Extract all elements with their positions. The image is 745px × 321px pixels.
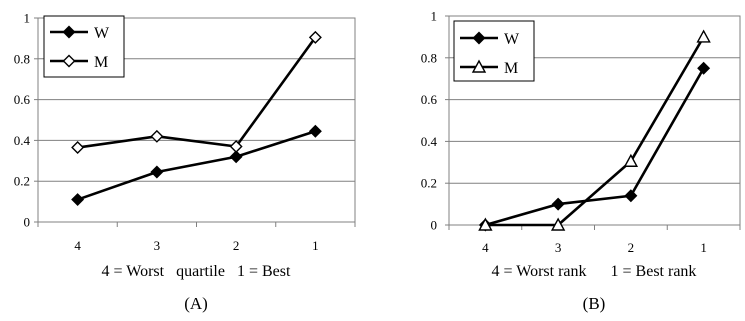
series-m-point <box>71 141 85 155</box>
x-tick-label: 4 <box>74 238 81 253</box>
y-tick-label: 0.4 <box>14 133 31 148</box>
panel-caption: (A) <box>184 294 208 313</box>
series-m-line <box>77 36 317 149</box>
legend <box>43 15 125 78</box>
legend-marker <box>472 31 486 45</box>
y-tick-label: 0 <box>431 218 438 233</box>
y-tick-label: 0.4 <box>421 134 438 149</box>
series-m-point <box>550 217 566 231</box>
legend <box>453 20 535 82</box>
legend-label: W <box>94 25 110 42</box>
series-w-point <box>229 150 243 164</box>
x-tick-label: 2 <box>628 240 635 255</box>
y-tick-label: 0.2 <box>421 176 437 191</box>
legend-marker <box>62 25 76 39</box>
legend-label: W <box>504 31 520 48</box>
series-m-line <box>485 36 705 227</box>
series-m-point <box>308 30 322 44</box>
x-tick-label: 1 <box>700 240 707 255</box>
x-axis-label: 4 = Worst quartile 1 = Best <box>102 263 291 280</box>
x-tick-label: 1 <box>312 238 319 253</box>
series-w-point <box>624 189 638 203</box>
panel-caption: (B) <box>583 294 606 313</box>
y-tick-label: 0.6 <box>421 92 438 107</box>
y-tick-label: 0.8 <box>421 50 437 65</box>
series-w-point <box>308 124 322 138</box>
series-m-point <box>623 153 639 167</box>
series-m-point <box>150 129 164 143</box>
legend-marker <box>471 59 487 73</box>
series-m-point <box>696 29 711 43</box>
legend-label: M <box>504 60 518 77</box>
series-w-point <box>697 61 711 75</box>
legend-marker <box>62 54 76 68</box>
y-tick-label: 1 <box>24 11 31 26</box>
y-tick-label: 1 <box>431 9 438 24</box>
x-tick-label: 2 <box>233 238 240 253</box>
x-tick-label: 4 <box>482 240 489 255</box>
y-tick-label: 0.8 <box>14 51 30 66</box>
y-tick-label: 0 <box>24 215 31 230</box>
legend-label: M <box>94 54 108 71</box>
y-tick-label: 0.6 <box>14 92 31 107</box>
series-w-point <box>551 197 565 211</box>
chart-a: 0 0.2 0.4 0.6 0.8 1 4 3 2 1 WM 4 = Worst quartile 1… <box>14 11 356 313</box>
series-m-point <box>229 140 243 154</box>
series-w-point <box>150 165 164 179</box>
series-w-line <box>77 129 316 201</box>
series-m-point <box>478 217 493 231</box>
x-tick-label: 3 <box>154 238 161 253</box>
chart-b: 0 0.2 0.4 0.6 0.8 1 4 3 2 1 WM 4 = Worst rank 1 = B… <box>421 9 741 313</box>
series-w-point <box>71 193 85 207</box>
series-w-line <box>485 67 705 227</box>
x-tick-label: 3 <box>555 240 562 255</box>
x-axis-label: 4 = Worst rank 1 = Best rank <box>492 263 697 280</box>
y-tick-label: 0.2 <box>14 174 30 189</box>
